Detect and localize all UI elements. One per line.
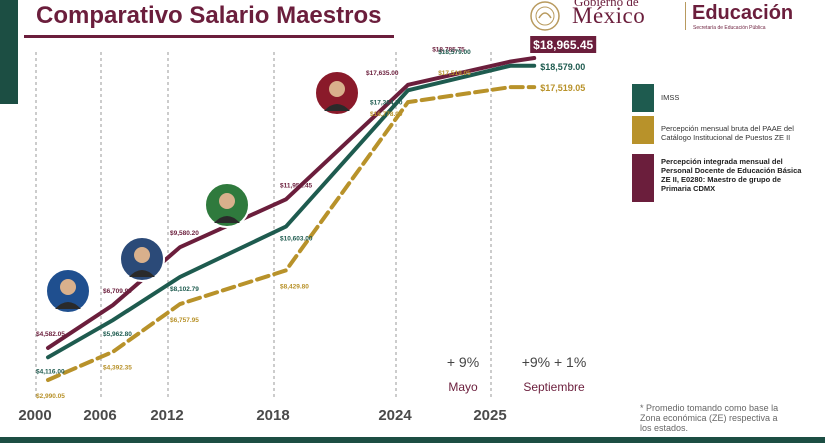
- data-label: $4,392.35: [103, 365, 132, 372]
- educacion-text: Educación: [692, 2, 794, 24]
- footnote: * Promedio tomando como base la Zona eco…: [640, 403, 779, 433]
- data-label: $17,635.00: [366, 70, 399, 77]
- data-label: $10,603.00: [280, 236, 313, 243]
- data-label: $17,364.00: [370, 99, 403, 106]
- legend-label: IMSS: [661, 93, 680, 102]
- data-label: $18,579.00: [540, 62, 585, 72]
- logo-separator: [685, 2, 686, 30]
- x-tick-label: 2024: [378, 407, 412, 424]
- data-label: $16,778.00: [370, 111, 403, 118]
- legend-swatch: [632, 154, 654, 202]
- portrait-face: [134, 247, 150, 263]
- series-line-1: [46, 63, 537, 360]
- portrait-suit: [55, 302, 81, 309]
- portrait-suit: [324, 104, 350, 111]
- data-label: $8,102.79: [170, 286, 199, 293]
- legend-swatch: [632, 116, 654, 144]
- data-label: $18,785.75: [432, 47, 465, 54]
- x-tick-label: 2000: [18, 407, 51, 424]
- x-tick-label: 2018: [256, 407, 289, 424]
- portrait-face: [60, 279, 76, 295]
- data-label: $11,952.45: [280, 182, 313, 189]
- x-tick-label: 2006: [83, 407, 116, 424]
- increase-month: Septiembre: [523, 380, 585, 394]
- increase-percent: +9% + 1%: [522, 354, 587, 370]
- legend-label: Percepción mensual bruta del PAAE del Ca…: [661, 124, 794, 142]
- portrait-face: [329, 81, 345, 97]
- legend-swatch: [632, 84, 654, 112]
- gobierno-de-text: Gobierno de: [574, 0, 639, 9]
- sep-subtitle: Secretaría de Educación Pública: [693, 25, 766, 31]
- x-tick-label: 2025: [473, 407, 506, 424]
- national-seal-icon: [530, 1, 560, 31]
- data-label: $6,709.90: [103, 288, 132, 295]
- data-label: $2,990.05: [36, 393, 65, 400]
- government-logo: Gobierno de México Educación Secretaría …: [522, 0, 822, 38]
- data-label: $9,580.20: [170, 230, 199, 237]
- portrait-suit: [214, 216, 240, 223]
- data-label: $4,116.00: [36, 368, 65, 375]
- bottom-band: [0, 437, 825, 443]
- final-value-callout: [530, 36, 597, 53]
- data-label: $4,582.05: [36, 331, 65, 338]
- increase-percent: + 9%: [447, 354, 479, 370]
- data-label: $8,429.80: [280, 283, 309, 290]
- series-line-0: [46, 56, 537, 350]
- title-underline: [24, 35, 394, 38]
- portrait-suit: [129, 270, 155, 277]
- x-tick-label: 2012: [150, 407, 183, 424]
- mexico-text: México: [572, 3, 646, 28]
- data-label: $18,579.00: [438, 49, 471, 56]
- increase-month: Mayo: [448, 380, 478, 394]
- legend-label: Percepción integrada mensual del Persona…: [661, 157, 802, 193]
- left-accent-bar: [0, 0, 18, 104]
- data-label-final: $18,965.45: [533, 38, 593, 52]
- data-label: $5,962.80: [103, 331, 132, 338]
- page-title: Comparativo Salario Maestros: [36, 2, 382, 29]
- series-line-2: [46, 85, 537, 382]
- data-label: $6,757.95: [170, 317, 199, 324]
- portrait-face: [219, 193, 235, 209]
- data-label: $17,519.05: [438, 70, 471, 77]
- data-label: $17,519.05: [540, 83, 585, 93]
